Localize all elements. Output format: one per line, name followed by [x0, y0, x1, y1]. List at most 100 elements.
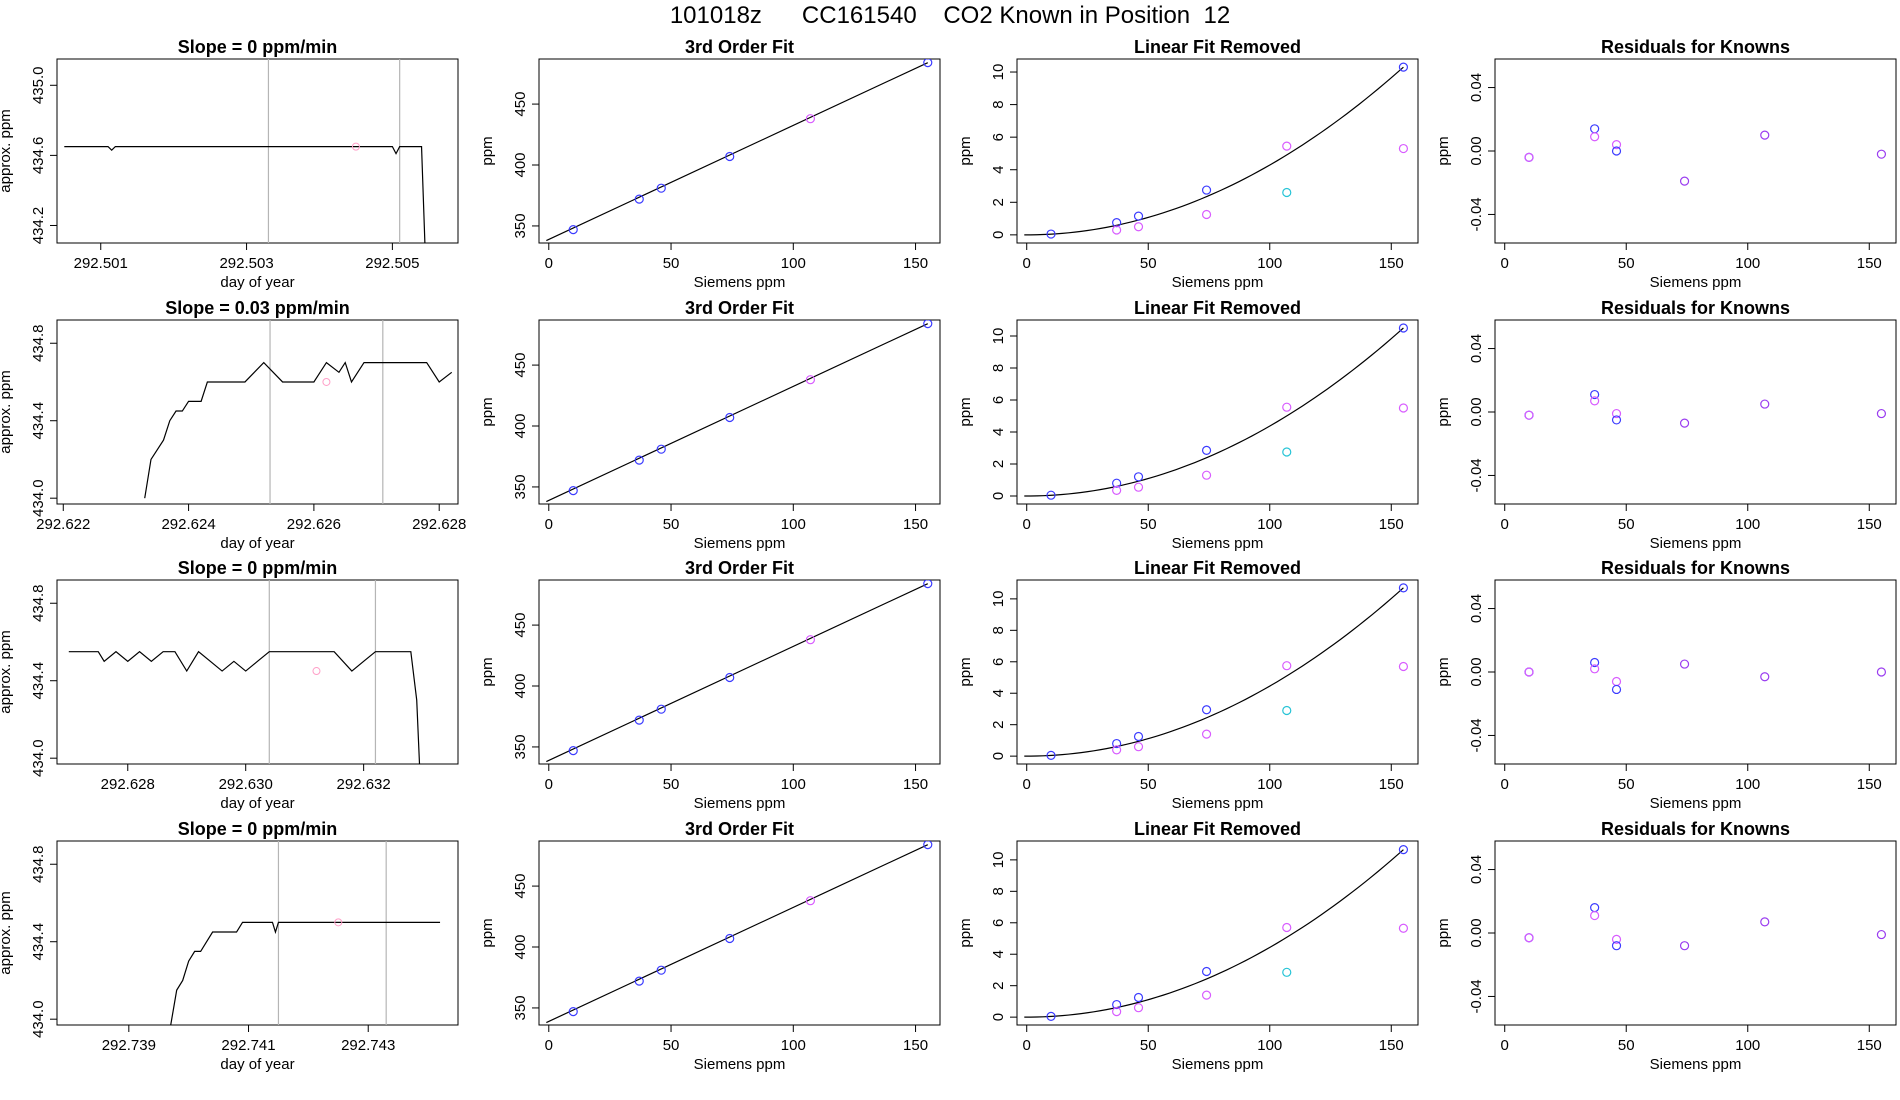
- x-tick-label: 0: [1501, 1037, 1509, 1054]
- y-tick-label: 8: [990, 100, 1007, 108]
- y-tick-label: 2: [990, 198, 1007, 206]
- plot-area: [64, 59, 426, 243]
- x-tick-label: 292.503: [219, 255, 273, 272]
- y-tick-label: -0.04: [1468, 979, 1485, 1013]
- data-point: [1590, 124, 1600, 134]
- x-tick-label: 100: [781, 516, 806, 533]
- data-point: [1398, 923, 1409, 933]
- x-tick-label: 0: [1023, 255, 1031, 272]
- panel-resid-row3: Residuals for Knowns Siemens ppm ppm 0 50 100…: [1435, 558, 1897, 812]
- y-tick-label: 4: [990, 689, 1007, 697]
- mean-marker: [351, 142, 360, 151]
- data-point: [568, 224, 578, 235]
- x-tick-label: 50: [663, 1037, 680, 1054]
- plot-area: [1524, 657, 1887, 695]
- data-point: [805, 635, 816, 645]
- data-point: [634, 715, 644, 725]
- x-axis-label: Siemens ppm: [1172, 795, 1264, 812]
- data-point: [1133, 992, 1144, 1003]
- data-point: [1590, 132, 1600, 142]
- data-point: [1282, 141, 1292, 151]
- data-point: [805, 896, 816, 906]
- panel-title: Slope = 0 ppm/min: [178, 819, 338, 839]
- data-point: [1760, 130, 1770, 140]
- data-point: [805, 375, 816, 385]
- panel-slope-row4: Slope = 0 ppm/min day of year approx. ppm 2…: [0, 819, 459, 1073]
- data-point: [1611, 676, 1622, 687]
- x-axis-label: Siemens ppm: [1172, 535, 1264, 552]
- data-point: [1611, 934, 1622, 944]
- plot-area: [1524, 903, 1887, 951]
- data-point: [725, 412, 735, 423]
- data-point: [805, 114, 816, 124]
- panel-title: 3rd Order Fit: [685, 819, 794, 839]
- y-tick-label: 10: [990, 64, 1007, 81]
- data-point: [1201, 990, 1212, 1000]
- x-axis-label: Siemens ppm: [1650, 535, 1742, 552]
- y-axis-label: ppm: [1435, 136, 1452, 165]
- data-point: [923, 580, 933, 589]
- panel-title: Slope = 0.03 ppm/min: [165, 298, 350, 318]
- x-tick-label: 0: [1023, 516, 1031, 533]
- data-point: [1201, 705, 1212, 715]
- x-tick-label: 100: [781, 776, 806, 793]
- y-tick-label: 6: [990, 396, 1007, 404]
- y-tick-label: 434.6: [30, 137, 47, 175]
- x-tick-label: 100: [1257, 776, 1282, 793]
- data-point: [1282, 967, 1292, 977]
- y-tick-label: 434.0: [30, 739, 47, 777]
- data-point: [1282, 447, 1292, 457]
- ppm-trace: [64, 146, 426, 243]
- y-tick-label: 350: [512, 474, 529, 499]
- data-point: [1201, 209, 1212, 220]
- data-point: [1876, 149, 1887, 159]
- y-tick-label: 8: [990, 887, 1007, 895]
- data-point: [1133, 742, 1144, 752]
- data-point: [1112, 1007, 1122, 1017]
- data-point: [1398, 583, 1409, 593]
- x-axis-label: Siemens ppm: [1650, 1056, 1742, 1073]
- x-axis-label: Siemens ppm: [1172, 274, 1264, 291]
- y-tick-label: 0: [990, 492, 1007, 500]
- x-tick-label: 100: [1735, 516, 1760, 533]
- data-point: [1282, 402, 1292, 412]
- y-tick-label: 4: [990, 950, 1007, 958]
- data-point: [1398, 403, 1409, 413]
- figure-title: 101018z CC161540 CO2 Known in Position 1…: [669, 2, 1231, 29]
- panel-title: Residuals for Knowns: [1601, 298, 1790, 318]
- data-point: [634, 976, 644, 986]
- panel-slope-row2: Slope = 0.03 ppm/min day of year approx. p…: [0, 298, 466, 552]
- data-point: [1760, 399, 1770, 409]
- x-tick-label: 50: [1618, 776, 1635, 793]
- y-axis-label: approx. ppm: [0, 109, 14, 192]
- data-point: [1679, 941, 1690, 951]
- data-point: [1876, 408, 1887, 419]
- y-tick-label: 434.4: [30, 402, 47, 440]
- data-point: [1046, 229, 1056, 239]
- x-tick-label: 50: [1140, 516, 1157, 533]
- x-axis-label: Siemens ppm: [1172, 1056, 1264, 1073]
- mean-marker: [334, 918, 343, 927]
- x-tick-label: 0: [1501, 255, 1509, 272]
- data-point: [1201, 445, 1212, 455]
- residual-curve: [1024, 849, 1404, 1018]
- x-axis-label: day of year: [220, 795, 294, 812]
- y-tick-label: 0.00: [1468, 657, 1485, 686]
- data-point: [1046, 750, 1056, 760]
- y-axis-label: ppm: [957, 657, 974, 686]
- y-tick-label: 434.8: [30, 324, 47, 362]
- y-tick-label: 450: [512, 874, 529, 899]
- data-point: [1112, 745, 1122, 755]
- x-tick-label: 150: [1857, 516, 1882, 533]
- data-point: [1590, 389, 1600, 400]
- data-point: [1590, 903, 1600, 913]
- data-point: [1590, 664, 1600, 674]
- y-tick-label: 450: [512, 92, 529, 117]
- x-tick-label: 150: [1379, 255, 1404, 272]
- x-tick-label: 150: [903, 516, 928, 533]
- y-tick-label: 0.04: [1468, 334, 1485, 363]
- y-axis-label: ppm: [957, 136, 974, 165]
